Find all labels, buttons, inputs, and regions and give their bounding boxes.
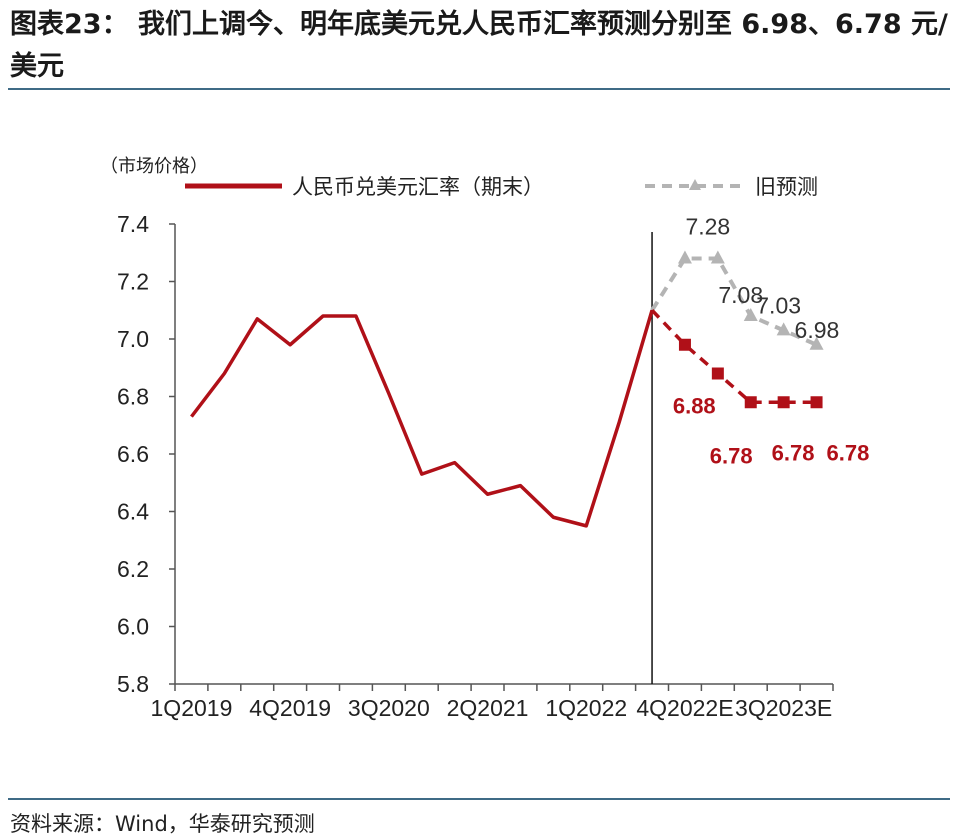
plot-area: 7.28 7.087.036.98 6.88 6.78 6.78 6.78 [190,214,870,528]
x-tick-label: 3Q2020 [348,695,430,721]
new-forecast-marker [744,396,757,409]
x-tick-label: 4Q2019 [249,695,331,721]
old-forecast-marker [743,308,758,321]
x-tick-label: 1Q2019 [151,695,233,721]
new-forecast-marker [810,396,823,409]
old-forecast-marker [710,250,725,264]
y-tick-label: 7.0 [117,326,149,352]
footer-divider [8,798,950,800]
old-forecast-marker [776,322,791,336]
new-forecast-data-label: 6.78 [772,440,815,465]
y-tick-label: 6.2 [117,556,149,582]
old-forecast-line [650,256,818,347]
x-tick-label: 2Q2021 [447,695,529,721]
new-forecast-marker [678,338,691,351]
x-tick-label: 1Q2022 [545,695,627,721]
y-tick-label: 5.8 [117,671,149,697]
new-forecast-marker [711,367,724,380]
y-tick-label: 6.6 [117,441,149,467]
legend-marker-old-forecast [689,179,701,190]
chart-title: 图表23： 我们上调今、明年底美元兑人民币汇率预测分别至 6.98、6.78 元… [10,9,948,82]
legend-label-old-forecast: 旧预测 [755,175,818,199]
source-note: 资料来源：Wind，华泰研究预测 [10,812,315,836]
y-tick-label: 7.4 [117,211,149,237]
new-forecast-line [650,309,817,404]
old-forecast-marker [809,336,824,350]
y-tick-label: 6.0 [117,614,149,640]
old-forecast-data-label: 7.08 [718,282,763,308]
new-forecast-data-label: 6.78 [710,443,753,468]
new-forecast-data-label: 6.88 [673,394,716,419]
actual-rate-line [190,309,654,528]
y-tick-label: 6.4 [117,499,149,525]
old-forecast-data-label: 7.03 [756,292,801,318]
y-tick-label: 7.2 [117,269,149,295]
y-unit-label: （市场价格） [100,156,208,177]
axes: 5.8 6.0 6.2 6.4 6.6 6.8 7.0 7.2 7.4 1Q2019 4Q2019 3… [117,211,834,721]
x-tick-label: 4Q2022E [636,695,733,721]
old-forecast-data-label: 7.28 [685,214,730,240]
legend-label-actual: 人民币兑美元汇率（期末） [292,175,544,199]
new-forecast-data-label: 6.78 [827,440,870,465]
y-tick-label: 6.8 [117,384,149,410]
legend: 人民币兑美元汇率（期末） 旧预测 [185,175,818,199]
title-divider [8,88,950,90]
new-forecast-marker [777,396,790,409]
old-forecast-data-label: 6.98 [795,317,840,343]
x-tick-label: 3Q2023E [735,695,832,721]
old-forecast-marker [677,250,692,264]
